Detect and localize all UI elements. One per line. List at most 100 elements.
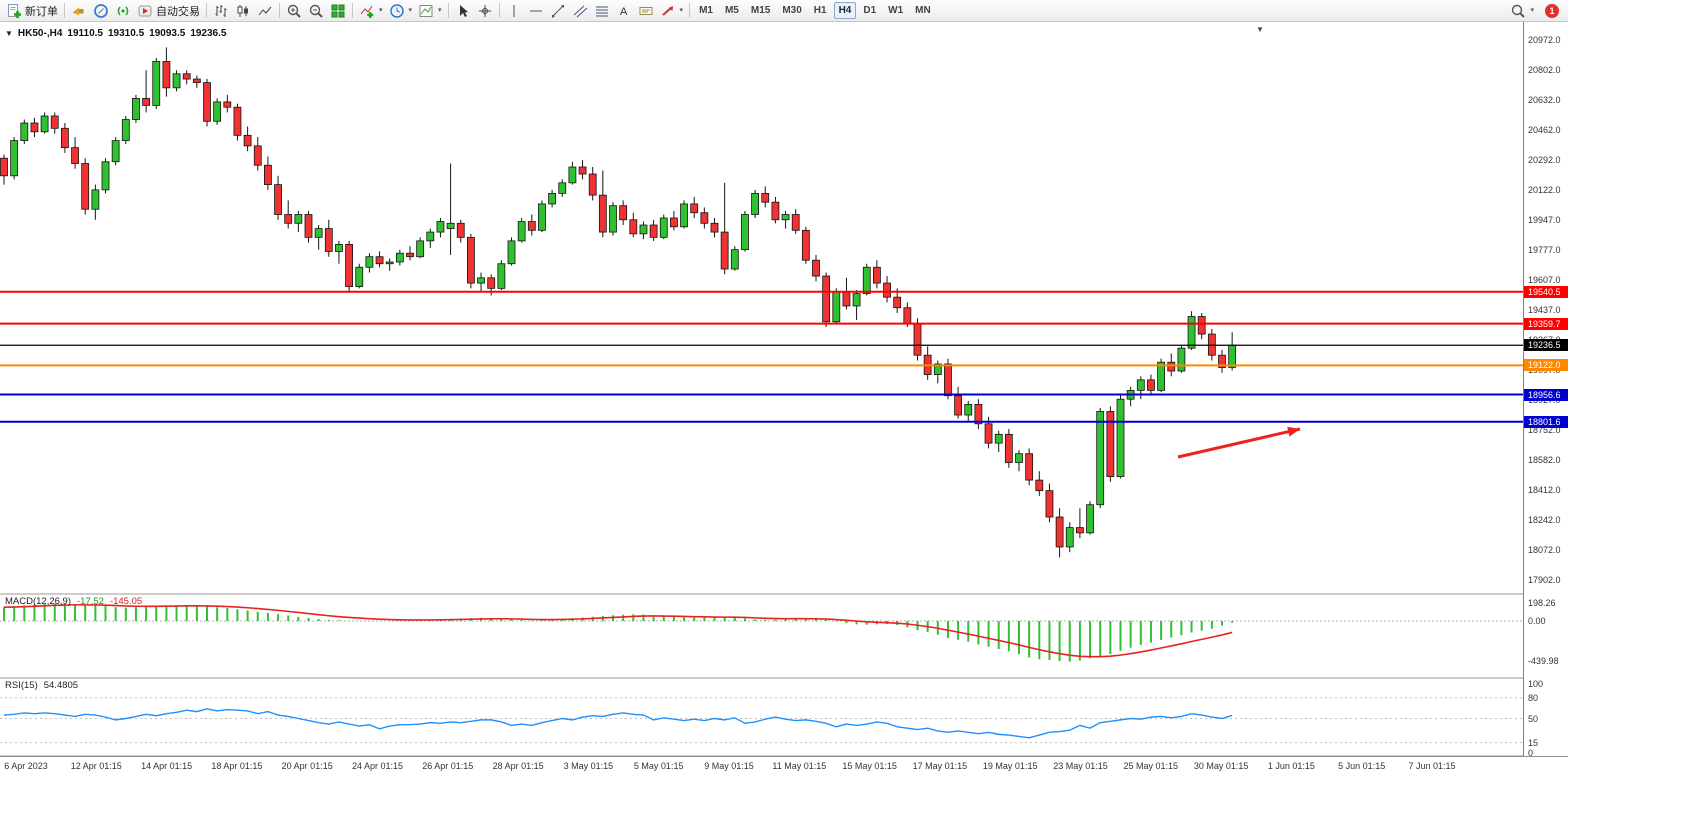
price-axis-label: 18072.0 <box>1528 545 1561 556</box>
channel-tool-button[interactable] <box>569 1 591 21</box>
timeframe-m5[interactable]: M5 <box>720 2 744 19</box>
price-axis-label: 80 <box>1528 692 1539 703</box>
zoom-out-icon <box>308 3 324 19</box>
search-icon <box>1510 3 1526 19</box>
trendline-tool-button[interactable] <box>547 1 569 21</box>
price-axis-label: 50 <box>1528 713 1539 724</box>
timeframe-mn[interactable]: MN <box>910 2 936 19</box>
date-label: 3 May 01:15 <box>563 761 614 771</box>
date-label: 25 May 01:15 <box>1123 761 1179 771</box>
price-axis-label: 198.26 <box>1528 597 1556 608</box>
notification-badge[interactable]: 1 <box>1545 3 1559 18</box>
macd-label-row: MACD(12,26,9) -17.52 -145.05 <box>5 596 142 607</box>
price-level-label: 18956.6 <box>1524 388 1568 401</box>
date-label: 18 Apr 01:15 <box>211 761 263 771</box>
rsi-label-row: RSI(15) 54.4805 <box>5 680 78 691</box>
date-label: 19 May 01:15 <box>982 761 1038 771</box>
templates-button[interactable]: ▾ <box>415 1 445 21</box>
rsi-line <box>3 708 1233 739</box>
statistics-button[interactable] <box>90 1 112 21</box>
timeframe-d1[interactable]: D1 <box>858 2 881 19</box>
timeframe-m30[interactable]: M30 <box>777 2 806 19</box>
macd-panel <box>0 603 1523 662</box>
price-axis-label: 18242.0 <box>1528 515 1561 526</box>
timeframe-h1[interactable]: H1 <box>809 2 832 19</box>
date-label: 12 Apr 01:15 <box>70 761 122 771</box>
date-label: 5 May 01:15 <box>633 761 684 771</box>
fibonacci-icon <box>594 3 610 19</box>
price-level-label: 19359.7 <box>1524 317 1568 330</box>
text-tool-button[interactable]: A <box>613 1 635 21</box>
toolbar-separator <box>64 3 65 18</box>
indicators-button[interactable]: ▾ <box>356 1 386 21</box>
date-label: 14 Apr 01:15 <box>141 761 193 771</box>
news-button[interactable] <box>68 1 90 21</box>
line-chart-icon <box>257 3 273 19</box>
zoom-in-button[interactable] <box>283 1 305 21</box>
timeframe-w1[interactable]: W1 <box>883 2 908 19</box>
price-axis-label: 19437.0 <box>1528 305 1561 315</box>
timeframe-m15[interactable]: M15 <box>746 2 775 19</box>
crosshair-button[interactable] <box>474 1 496 21</box>
date-label: 20 Apr 01:15 <box>281 761 333 771</box>
new-order-button[interactable]: 新订单 <box>3 1 61 21</box>
one-click-trading-expander[interactable]: ▼ <box>5 29 13 38</box>
price-axis-label: 15 <box>1528 737 1539 748</box>
tile-windows-button[interactable] <box>327 1 349 21</box>
auto-trading-button[interactable]: 自动交易 <box>134 1 203 21</box>
bar-chart-button[interactable] <box>210 1 232 21</box>
line-chart-button[interactable] <box>254 1 276 21</box>
label-tool-button[interactable] <box>635 1 657 21</box>
tile-windows-icon <box>330 3 346 19</box>
chart-canvas[interactable] <box>0 22 1523 776</box>
price-axis-label: 0.00 <box>1528 616 1546 626</box>
periods-button[interactable]: ▾ <box>386 1 416 21</box>
price-axis-label: 20292.0 <box>1528 154 1561 165</box>
crosshair-icon <box>477 3 493 19</box>
rsi-panel <box>0 697 1523 744</box>
bar-chart-icon <box>213 3 229 19</box>
zoom-out-button[interactable] <box>305 1 327 21</box>
text-tool-icon: A <box>616 3 632 19</box>
price-axis-label: 20632.0 <box>1528 94 1561 105</box>
ohlc-open: 19110.5 <box>67 28 103 39</box>
clock-icon <box>389 3 405 19</box>
price-axis-label: 18412.0 <box>1528 485 1561 496</box>
horizontal-line-tool-button[interactable] <box>525 1 547 21</box>
level-lines[interactable] <box>0 290 1523 423</box>
horizontal-line-icon <box>528 3 544 19</box>
fibonacci-tool-button[interactable] <box>591 1 613 21</box>
date-axis[interactable]: 6 Apr 2023 12 Apr 01:15 14 Apr 01:15 18 Apr… <box>0 756 1568 777</box>
toolbar-separator <box>447 3 449 18</box>
arrows-tool-button[interactable]: ▾ <box>657 1 687 21</box>
timeframe-m1[interactable]: M1 <box>694 2 718 19</box>
toolbar-separator <box>689 3 691 18</box>
chart-shift-marker[interactable]: ▼ <box>1256 25 1264 34</box>
timeframe-h4[interactable]: H4 <box>833 2 857 19</box>
sound-button[interactable] <box>112 1 134 21</box>
trend-arrow-annotation[interactable] <box>1177 426 1301 459</box>
ohlc-close: 19236.5 <box>190 28 227 39</box>
label-icon <box>638 3 654 19</box>
date-label: 28 Apr 01:15 <box>492 761 544 771</box>
auto-trading-icon <box>137 3 153 19</box>
candles[interactable] <box>0 47 1237 558</box>
chevron-down-icon: ▾ <box>438 7 442 14</box>
price-level-label: 19122.0 <box>1524 359 1568 372</box>
search-button[interactable]: ▾ <box>1507 1 1537 21</box>
vertical-line-tool-button[interactable] <box>503 1 525 21</box>
auto-trading-label: 自动交易 <box>156 5 200 18</box>
price-axis-label: 19947.0 <box>1528 215 1561 226</box>
macd-signal-line <box>3 604 1233 658</box>
chart-title-bar: ▼ HK50-,H4 19110.5 19310.5 19093.5 19236… <box>5 28 226 39</box>
price-axis[interactable]: 20972.0 20802.0 20632.0 20462.0 20292.0 20122… <box>1523 22 1568 758</box>
cursor-icon <box>455 3 471 19</box>
ohlc-high: 19310.5 <box>108 28 145 39</box>
date-label: 24 Apr 01:15 <box>351 761 404 771</box>
megaphone-icon <box>71 3 87 19</box>
svg-text:A: A <box>620 6 628 18</box>
date-label: 11 May 01:15 <box>772 761 827 771</box>
candlestick-chart-button[interactable] <box>232 1 254 21</box>
cursor-button[interactable] <box>452 1 474 21</box>
date-label: 6 Apr 2023 <box>4 761 48 771</box>
